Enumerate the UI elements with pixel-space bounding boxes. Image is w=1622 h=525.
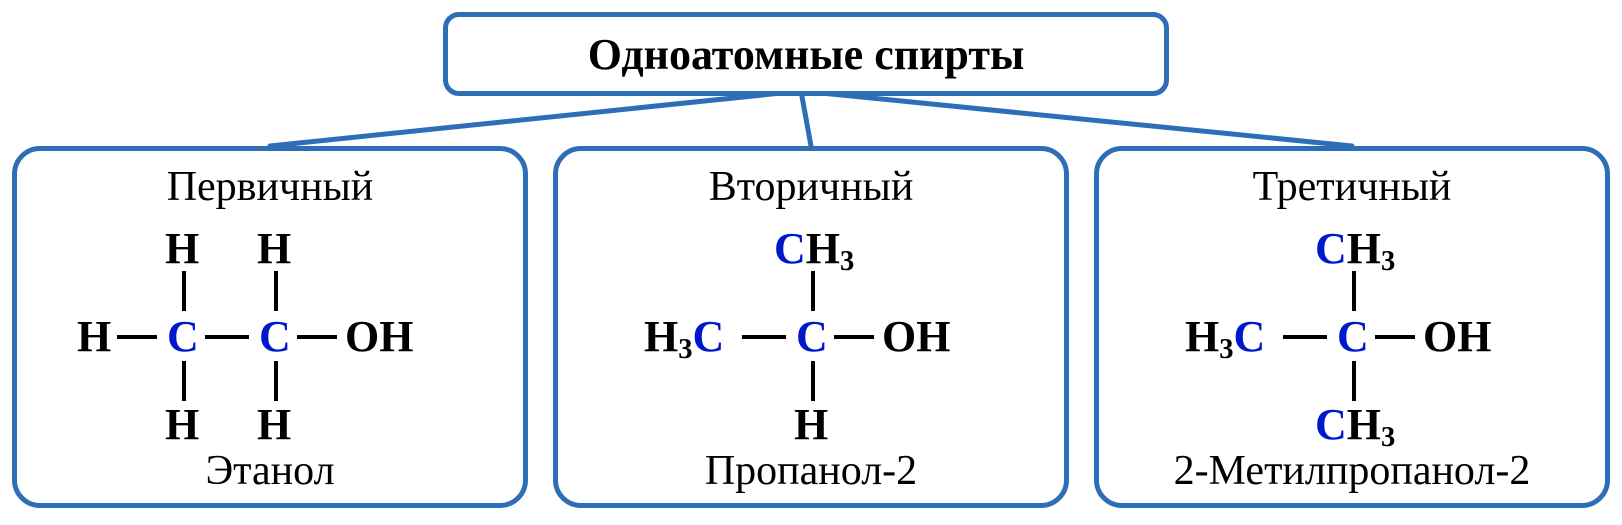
atom: H [257,403,291,447]
atom: CH3 [1315,227,1395,277]
bond [742,335,786,339]
atom: H [257,227,291,271]
bond [1352,361,1356,401]
title-box: Одноатомные спирты [443,12,1169,96]
type-label: Первичный [167,163,374,211]
bond [297,335,337,339]
atom: OH [1423,315,1491,359]
panel-0: ПервичныйHHHCCOHHHЭтанол [12,146,528,508]
bond [1352,271,1356,311]
atom: C [1337,315,1369,359]
structure: CH3H3CCOHCH3 [1099,215,1605,443]
panel-2: ТретичныйCH3H3CCOHCH32-Метилпропанол-2 [1094,146,1610,508]
bond [811,361,815,401]
atom: CH3 [1315,403,1395,453]
bond [811,271,815,311]
atom: H [165,403,199,447]
structure: CH3H3CCOHH [558,215,1064,443]
atom: C [167,315,199,359]
atom: H3C [644,315,724,365]
atom: OH [345,315,413,359]
atom: H3C [1185,315,1265,365]
atom: H [77,315,111,359]
bond [182,271,186,311]
bond [274,271,278,311]
type-label: Вторичный [709,163,914,211]
bond [274,361,278,401]
panel-1: Вторичный CH3 H3C C OH HПропанол-2 [553,146,1069,508]
bond [205,335,249,339]
bond [182,361,186,401]
type-label: Третичный [1253,163,1452,211]
title-text: Одноатомные спирты [588,29,1025,80]
bond [1375,335,1415,339]
atom: H [165,227,199,271]
atom: H [794,403,828,447]
bond [834,335,874,339]
atom: OH [882,315,950,359]
atom: C [259,315,291,359]
bond [1283,335,1327,339]
compound-name: 2-Метилпропанол-2 [1099,447,1605,495]
structure: HHHCCOHHH [17,215,523,443]
atom: C [796,315,828,359]
bond [117,335,157,339]
atom: CH3 [774,227,854,277]
compound-name: Этанол [17,447,523,495]
compound-name: Пропанол-2 [558,447,1064,495]
